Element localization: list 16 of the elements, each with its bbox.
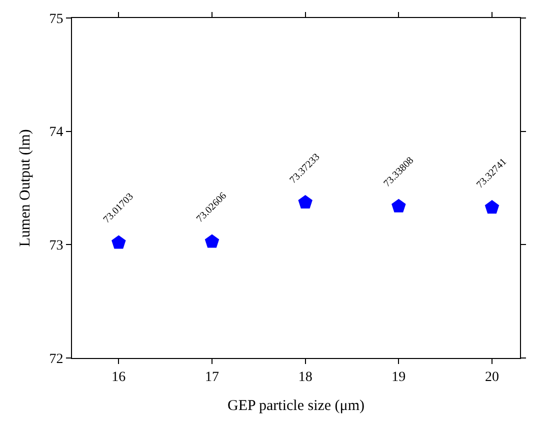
point bbox=[204, 234, 220, 248]
x-tick-label: 16 bbox=[112, 370, 126, 385]
x-axis-title: GEP particle size (μm) bbox=[227, 398, 365, 414]
x-tick-label: 18 bbox=[298, 370, 312, 385]
point bbox=[392, 198, 406, 212]
x-tick-label: 17 bbox=[205, 370, 219, 385]
y-tick-label: 73 bbox=[49, 238, 64, 254]
point bbox=[484, 200, 500, 214]
y-tick-label: 75 bbox=[49, 12, 64, 27]
y-tick-label: 72 bbox=[49, 352, 64, 367]
x-tick-label: 20 bbox=[485, 370, 499, 385]
y-axis-title: Lumen Output (lm) bbox=[17, 129, 34, 247]
x-tick-label: 19 bbox=[392, 370, 406, 385]
point bbox=[112, 235, 126, 249]
y-tick-label: 74 bbox=[49, 125, 64, 140]
point bbox=[298, 194, 312, 209]
